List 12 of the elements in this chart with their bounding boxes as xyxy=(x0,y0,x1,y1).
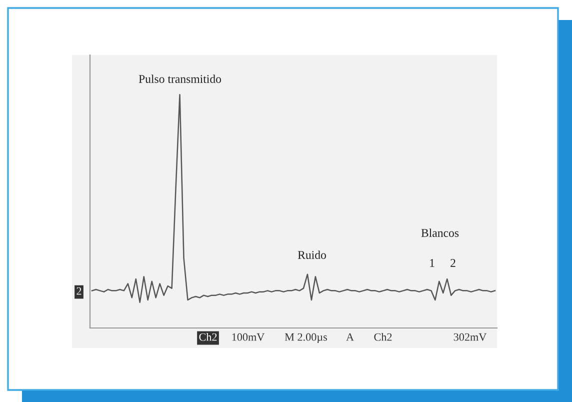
annotation: Blancos xyxy=(421,228,459,237)
annotation: 1 xyxy=(430,259,434,267)
text: 302mV xyxy=(454,333,487,341)
annotation: 2 xyxy=(450,259,456,267)
text: Pulso transmitido xyxy=(138,74,222,83)
annotation: Ruido xyxy=(298,250,326,259)
text: 100mV xyxy=(232,333,265,341)
text: Ch2 xyxy=(374,332,392,341)
text: 2 xyxy=(76,287,82,295)
text: M 2.00µs xyxy=(284,333,328,344)
text: A xyxy=(346,333,354,341)
text: Ch2 xyxy=(199,332,217,341)
